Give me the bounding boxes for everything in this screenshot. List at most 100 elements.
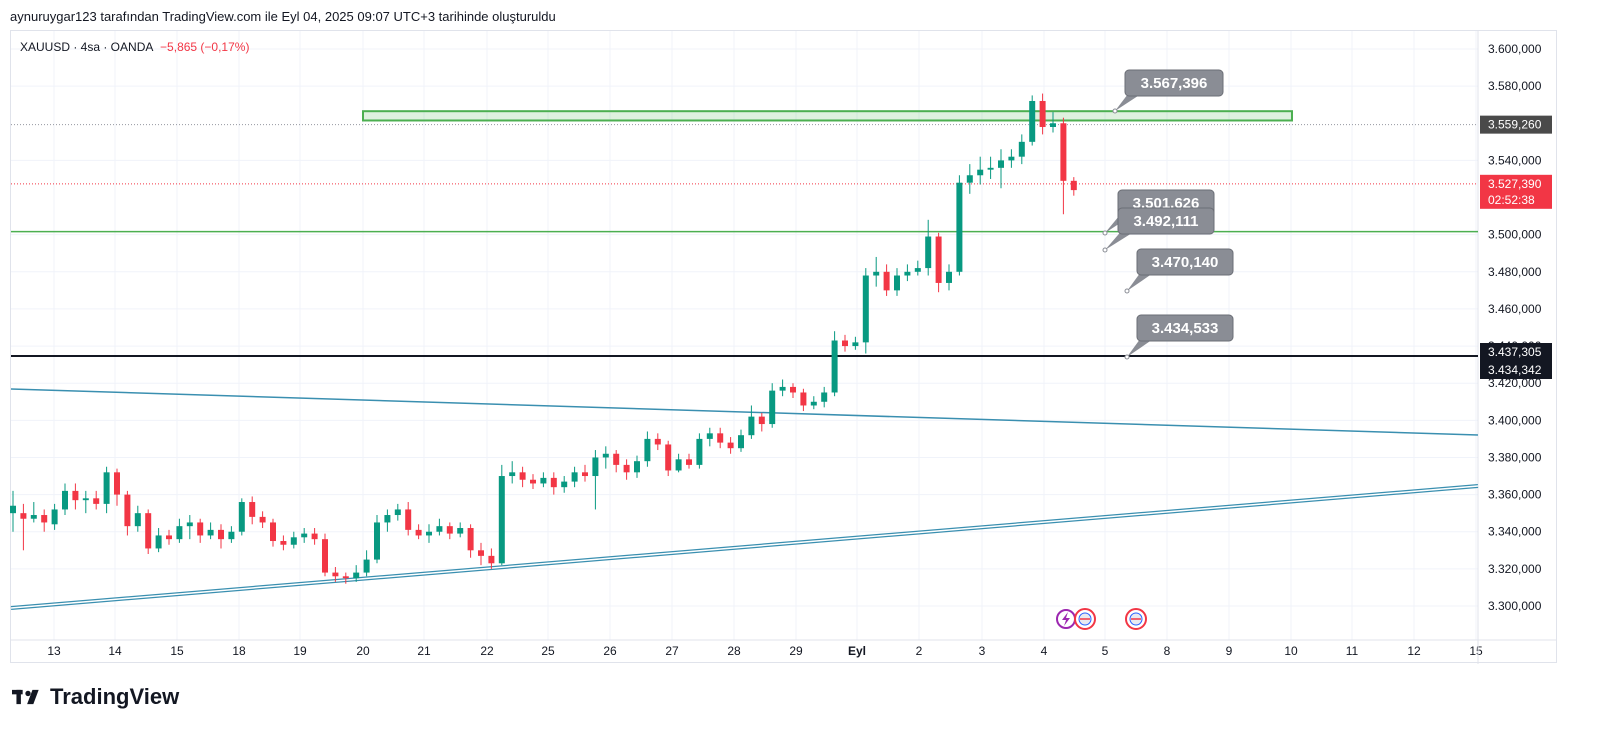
candle[interactable] xyxy=(446,526,453,534)
candle[interactable] xyxy=(602,453,609,458)
candle[interactable] xyxy=(675,459,682,471)
candle[interactable] xyxy=(114,472,120,495)
candle[interactable] xyxy=(935,236,942,283)
candle[interactable] xyxy=(592,457,599,477)
candle[interactable] xyxy=(623,464,630,473)
candle[interactable] xyxy=(394,509,401,516)
candle[interactable] xyxy=(1070,180,1077,191)
candle[interactable] xyxy=(748,416,755,436)
candle[interactable] xyxy=(82,498,89,501)
candle[interactable] xyxy=(613,453,620,465)
candle[interactable] xyxy=(457,528,464,534)
candle[interactable] xyxy=(134,513,141,527)
candle[interactable] xyxy=(1008,156,1015,161)
candle[interactable] xyxy=(197,522,204,536)
candle[interactable] xyxy=(758,416,765,425)
callout-box[interactable] xyxy=(1117,207,1215,235)
candle[interactable] xyxy=(238,502,245,532)
tradingview-logo[interactable]: TradingView xyxy=(12,684,179,710)
candle[interactable] xyxy=(249,502,256,517)
candle[interactable] xyxy=(530,479,536,484)
candle[interactable] xyxy=(582,472,588,477)
candle[interactable] xyxy=(987,167,994,170)
candle[interactable] xyxy=(145,513,152,549)
candle[interactable] xyxy=(467,528,474,551)
candle[interactable] xyxy=(665,444,672,471)
candle[interactable] xyxy=(207,529,214,536)
candle[interactable] xyxy=(727,442,734,449)
candle[interactable] xyxy=(706,433,713,439)
candle[interactable] xyxy=(904,271,911,276)
candle[interactable] xyxy=(322,539,328,573)
candle[interactable] xyxy=(738,435,744,449)
candle[interactable] xyxy=(956,182,963,272)
callout-box[interactable] xyxy=(1136,314,1234,342)
candle[interactable] xyxy=(353,572,360,579)
candle[interactable] xyxy=(519,472,526,480)
candle[interactable] xyxy=(498,476,505,564)
candle[interactable] xyxy=(405,509,412,530)
candle[interactable] xyxy=(966,175,973,183)
candle[interactable] xyxy=(342,576,349,579)
callout-box[interactable] xyxy=(1124,69,1224,97)
candle[interactable] xyxy=(186,522,193,527)
candle[interactable] xyxy=(998,160,1004,168)
candle[interactable] xyxy=(654,438,661,445)
candle[interactable] xyxy=(831,340,838,393)
candle[interactable] xyxy=(228,531,235,540)
candle[interactable] xyxy=(280,541,287,545)
candle[interactable] xyxy=(571,472,578,482)
candle[interactable] xyxy=(914,268,921,272)
candle[interactable] xyxy=(10,505,16,514)
candle[interactable] xyxy=(696,438,703,465)
candle[interactable] xyxy=(51,509,58,525)
candle[interactable] xyxy=(124,494,131,527)
candle[interactable] xyxy=(62,490,68,510)
candle[interactable] xyxy=(561,481,568,488)
candle[interactable] xyxy=(821,392,828,402)
candle[interactable] xyxy=(842,340,848,347)
candle[interactable] xyxy=(717,433,724,443)
candle[interactable] xyxy=(769,390,776,425)
resistance-zone[interactable] xyxy=(362,110,1293,122)
candle[interactable] xyxy=(41,515,48,523)
candle[interactable] xyxy=(155,535,162,549)
candle[interactable] xyxy=(93,498,100,504)
candle[interactable] xyxy=(415,529,422,536)
candle[interactable] xyxy=(301,533,308,538)
candle[interactable] xyxy=(509,472,516,477)
candle[interactable] xyxy=(426,531,432,536)
candle[interactable] xyxy=(852,342,859,347)
candle[interactable] xyxy=(1029,100,1036,142)
candle[interactable] xyxy=(1018,141,1025,157)
candle[interactable] xyxy=(862,275,869,343)
candle[interactable] xyxy=(103,472,110,504)
candle[interactable] xyxy=(634,461,640,473)
candle[interactable] xyxy=(30,515,37,519)
candle[interactable] xyxy=(686,459,692,465)
candle[interactable] xyxy=(977,169,984,176)
candle[interactable] xyxy=(218,529,224,540)
candle[interactable] xyxy=(488,555,495,564)
candle[interactable] xyxy=(894,275,900,291)
candle[interactable] xyxy=(259,516,266,523)
candle[interactable] xyxy=(790,386,796,393)
candle[interactable] xyxy=(540,477,547,484)
candle[interactable] xyxy=(550,477,557,488)
callout-box[interactable] xyxy=(1136,248,1234,276)
candle[interactable] xyxy=(644,438,651,462)
candle[interactable] xyxy=(883,271,890,291)
candle[interactable] xyxy=(1060,123,1067,181)
candle[interactable] xyxy=(311,533,318,540)
candle[interactable] xyxy=(363,559,370,573)
candle[interactable] xyxy=(166,535,172,540)
candle[interactable] xyxy=(925,236,932,269)
candle[interactable] xyxy=(332,572,339,577)
candle[interactable] xyxy=(436,526,443,532)
candle[interactable] xyxy=(1039,100,1046,127)
candle[interactable] xyxy=(478,550,484,556)
candle[interactable] xyxy=(946,271,952,283)
candle[interactable] xyxy=(384,515,391,523)
candle[interactable] xyxy=(290,537,297,545)
